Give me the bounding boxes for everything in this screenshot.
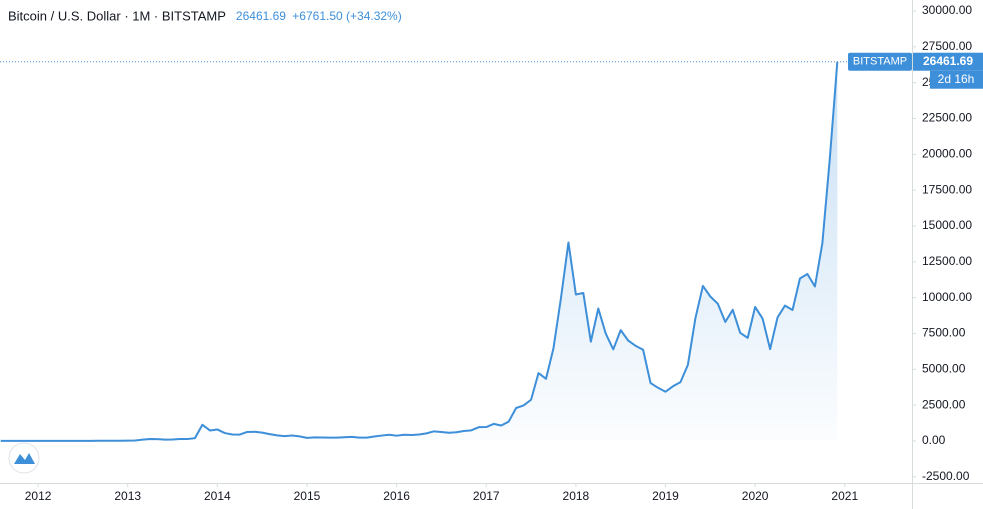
- y-tick-label: 12500.00: [922, 254, 972, 268]
- price-tag: [913, 52, 983, 71]
- price-tag-label: 26461.69: [923, 54, 973, 68]
- y-tick-label: 20000.00: [922, 146, 972, 160]
- x-tick-label: 2019: [652, 489, 679, 503]
- y-tick-label: 5000.00: [922, 361, 966, 375]
- y-tick-label: 30000.00: [922, 3, 972, 17]
- logo: [8, 442, 40, 474]
- x-tick-label: 2015: [294, 489, 321, 503]
- y-tick-label: 15000.00: [922, 218, 972, 232]
- exchange-tag-label: BITSTAMP: [853, 56, 907, 68]
- header: Bitcoin / U.S. Dollar · 1M · BITSTAMP 26…: [8, 8, 402, 23]
- y-tick-label: 27500.00: [922, 39, 972, 53]
- y-tick-label: 0.00: [922, 433, 946, 447]
- y-tick-label: 10000.00: [922, 290, 972, 304]
- x-tick-label: 2013: [114, 489, 141, 503]
- x-tick-label: 2018: [563, 489, 590, 503]
- y-tick-label: 22500.00: [922, 111, 972, 125]
- y-tick-label: 2500.00: [922, 397, 966, 411]
- y-tick-label: 17500.00: [922, 182, 972, 196]
- price-line: [0, 61, 839, 442]
- countdown-label: 2d 16h: [938, 72, 975, 86]
- y-tick-label: 7500.00: [922, 326, 966, 340]
- y-tick-label: -2500.00: [922, 469, 970, 483]
- countdown-tag: [930, 70, 983, 89]
- x-tick-label: 2014: [204, 489, 231, 503]
- last-price: 26461.69: [236, 9, 286, 23]
- x-tick-label: 2020: [742, 489, 769, 503]
- x-tick-label: 2021: [831, 489, 858, 503]
- x-tick-label: 2016: [383, 489, 410, 503]
- x-tick-label: 2012: [25, 489, 52, 503]
- symbol: Bitcoin / U.S. Dollar · 1M · BITSTAMP: [8, 8, 226, 23]
- exchange-tag: [848, 52, 912, 71]
- price-change: +6761.50 (+34.32%): [292, 9, 401, 23]
- area-fill: [0, 61, 838, 441]
- x-tick-label: 2017: [473, 489, 500, 503]
